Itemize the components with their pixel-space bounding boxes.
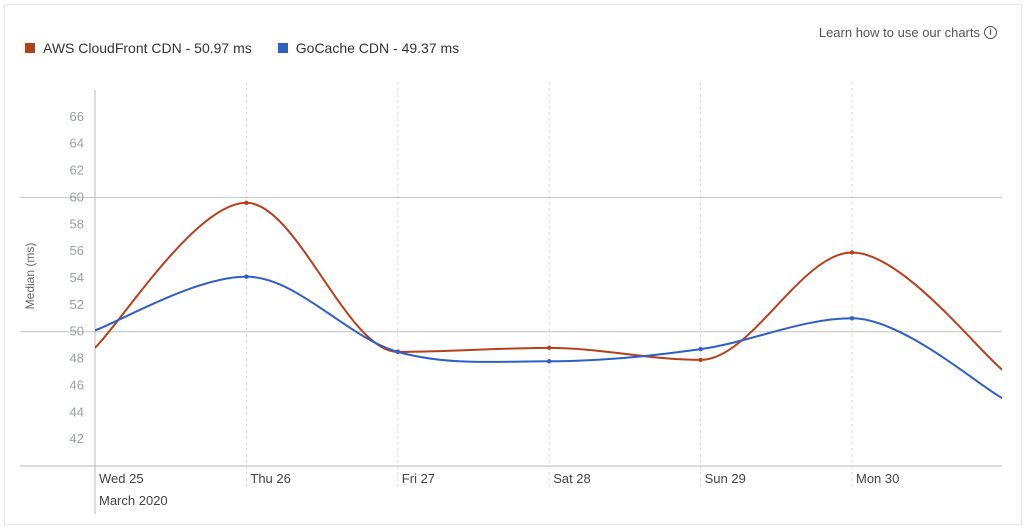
data-point-aws xyxy=(698,357,703,363)
data-point-gocache xyxy=(547,359,552,364)
x-tick-label: Mon 30 xyxy=(856,471,899,486)
y-tick-label: 58 xyxy=(70,216,84,231)
data-point-gocache xyxy=(698,346,703,352)
y-tick-label: 52 xyxy=(70,297,84,312)
y-tick-label: 44 xyxy=(70,404,84,419)
x-tick-label: Sat 28 xyxy=(553,471,591,486)
data-point-aws xyxy=(244,200,249,205)
help-link-label: Learn how to use our charts xyxy=(818,25,980,40)
y-tick-label: 50 xyxy=(70,324,84,339)
y-tick-label: 66 xyxy=(70,109,84,124)
y-tick-label: 62 xyxy=(70,163,84,178)
y-tick-label: 56 xyxy=(70,243,84,258)
legend-item-aws[interactable]: AWS CloudFront CDN - 50.97 ms xyxy=(25,40,252,56)
x-tick-label: Thu 26 xyxy=(250,471,290,486)
legend-label-aws: AWS CloudFront CDN - 50.97 ms xyxy=(43,40,252,56)
data-point-aws xyxy=(547,345,552,351)
legend-swatch-gocache xyxy=(277,43,288,53)
legend-label-gocache: GoCache CDN - 49.37 ms xyxy=(295,40,460,56)
data-point-gocache xyxy=(395,349,400,355)
info-icon: i xyxy=(984,26,997,39)
x-tick-label: Fri 27 xyxy=(402,471,435,486)
y-tick-label: 48 xyxy=(70,351,84,366)
y-tick-label: 64 xyxy=(70,136,84,151)
y-axis-title: Median (ms) xyxy=(23,243,37,310)
legend: AWS CloudFront CDN - 50.97 ms GoCache CD… xyxy=(25,40,459,56)
data-point-gocache xyxy=(244,274,249,279)
data-point-aws xyxy=(849,250,855,255)
x-sublabel: March 2020 xyxy=(99,493,168,508)
data-point-gocache xyxy=(849,316,855,321)
legend-item-gocache[interactable]: GoCache CDN - 49.37 ms xyxy=(277,40,460,56)
y-tick-label: 46 xyxy=(70,377,84,392)
x-tick-label: Sun 29 xyxy=(705,471,746,486)
y-tick-label: 42 xyxy=(70,431,84,446)
legend-swatch-aws xyxy=(25,43,35,53)
y-tick-label: 54 xyxy=(70,270,84,285)
help-link[interactable]: Learn how to use our charts i xyxy=(819,25,997,40)
y-tick-label: 60 xyxy=(70,189,84,204)
x-tick-label: Wed 25 xyxy=(99,471,144,486)
